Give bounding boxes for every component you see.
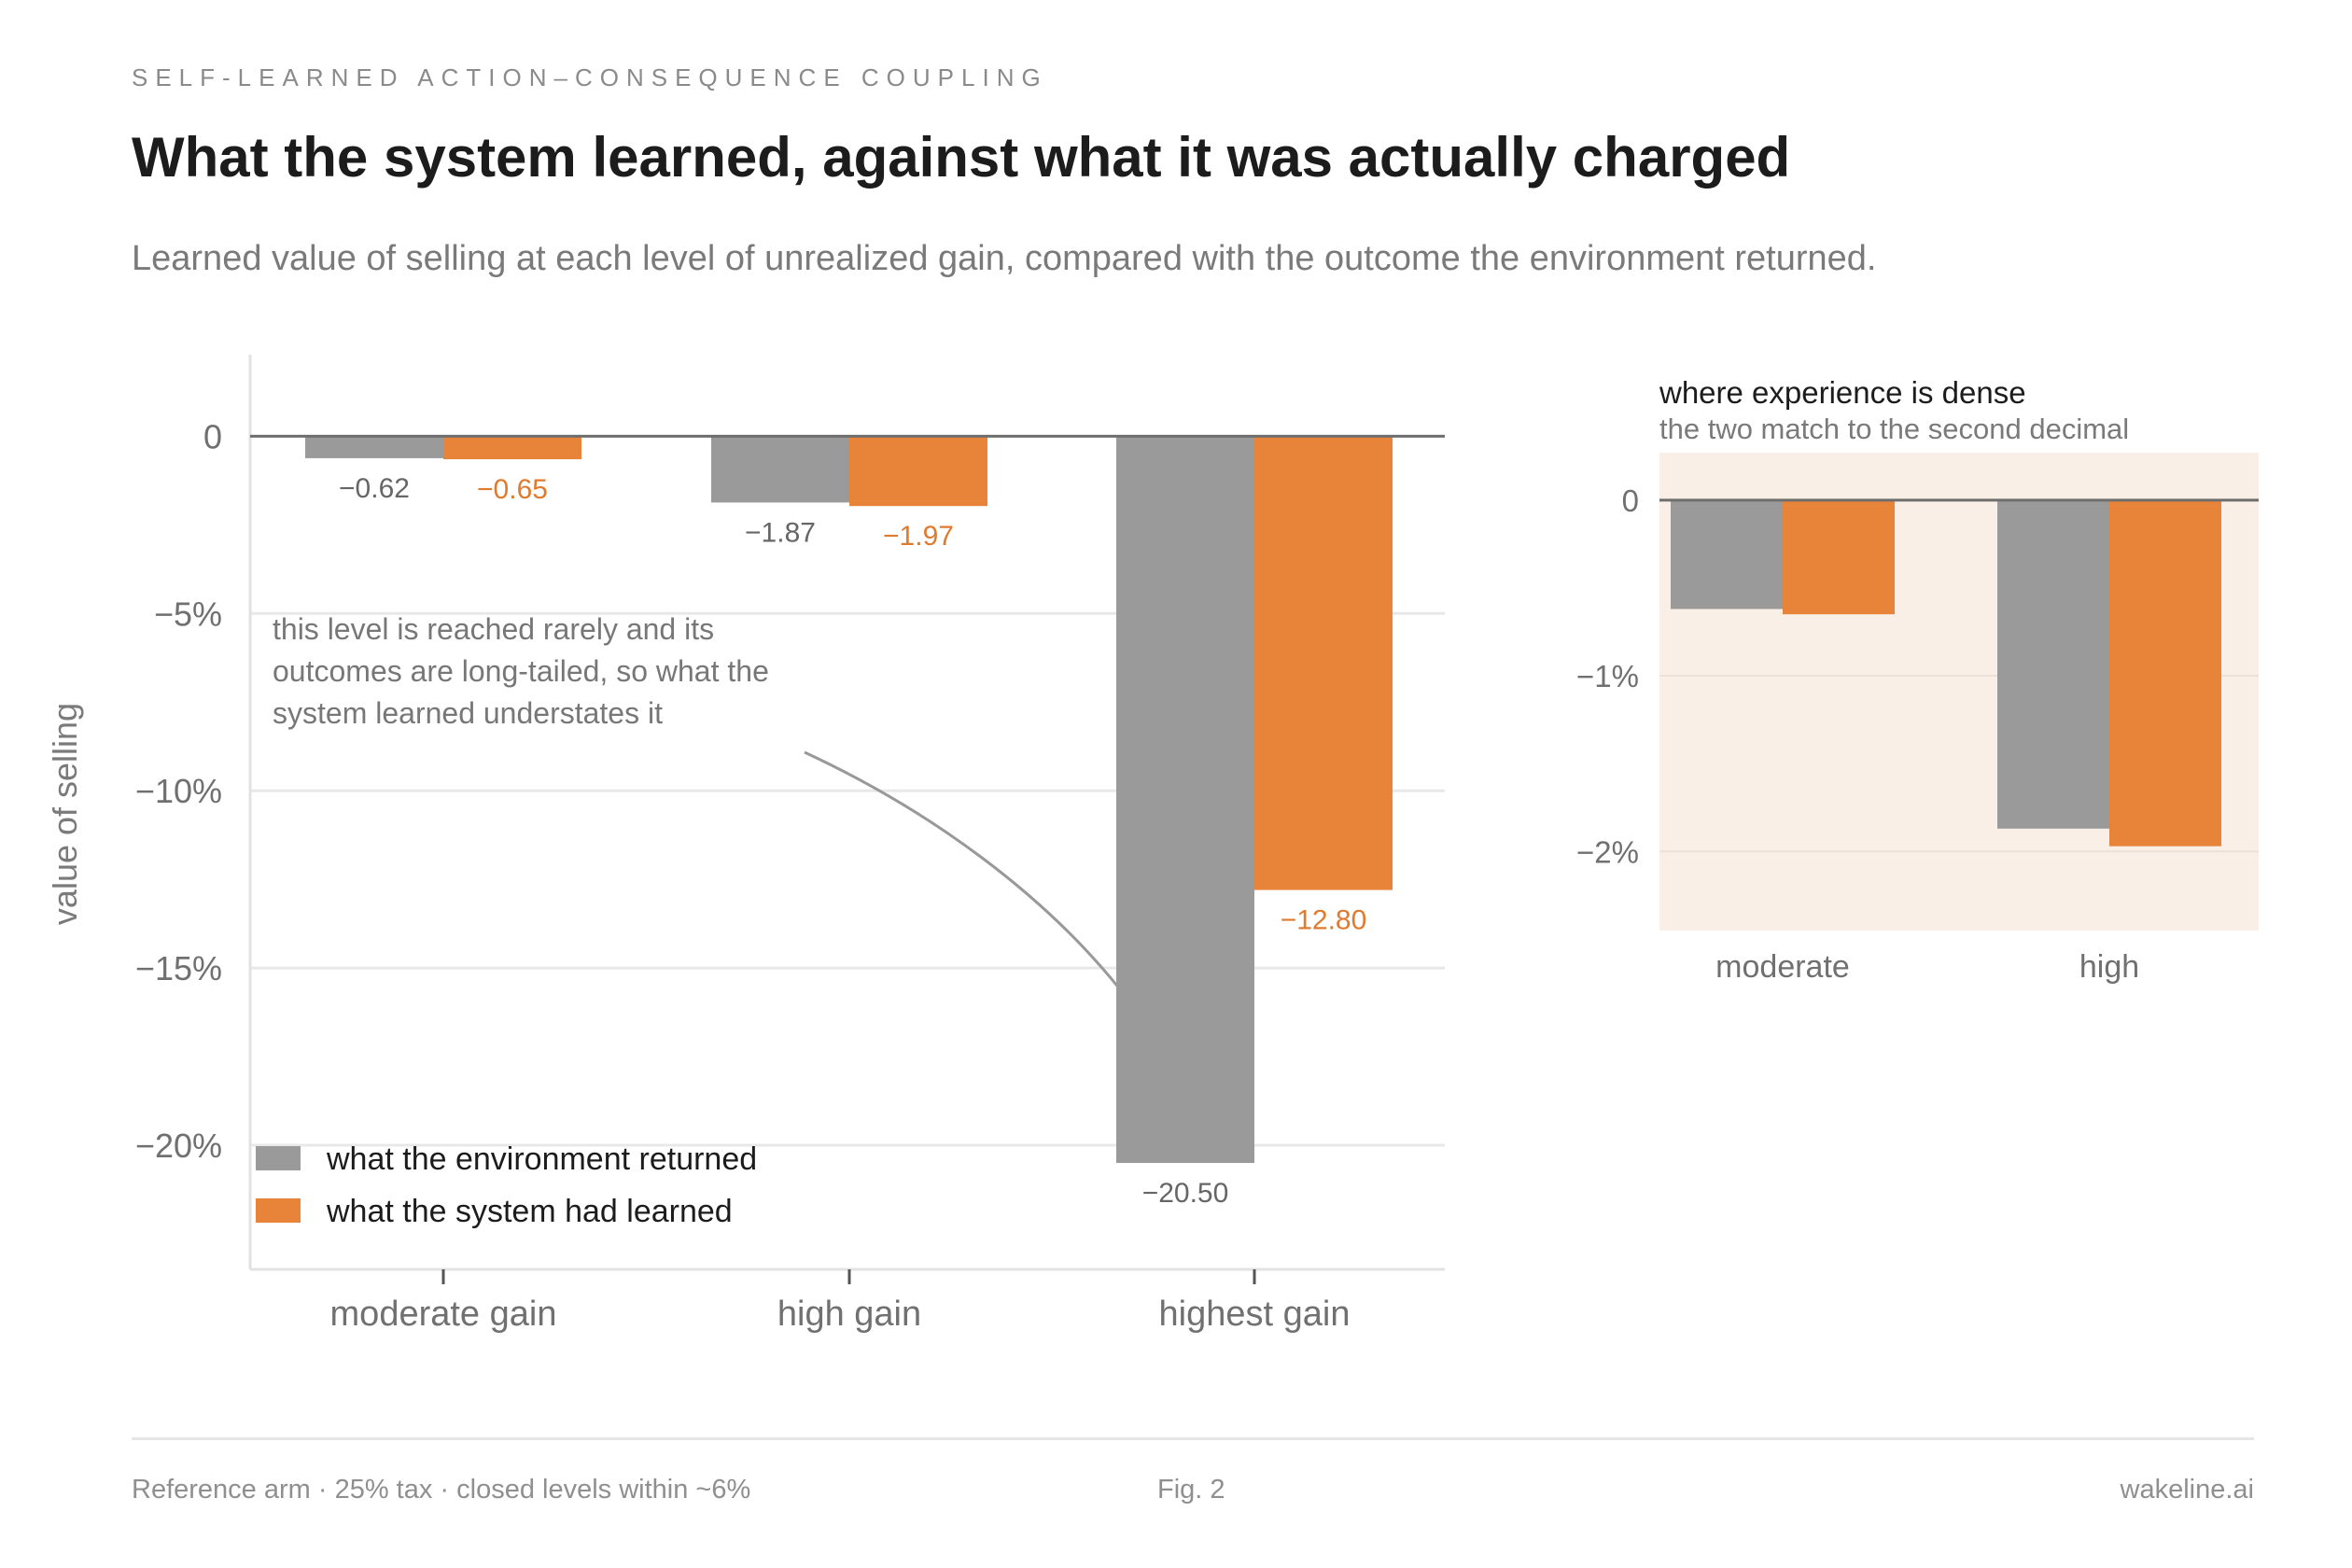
chart-subtitle: Learned value of selling at each level o… (132, 239, 1877, 278)
footer-divider (132, 1437, 2254, 1440)
bar-learned (1254, 436, 1393, 890)
data-label-learned: −12.80 (1281, 905, 1367, 936)
inset-x-tick-label: high (2079, 949, 2139, 985)
inset-y-tick-label: −1% (1576, 659, 1639, 693)
annotation-leader-line (804, 750, 1122, 990)
bar-environment (711, 436, 849, 503)
legend-label-environment: what the environment returned (326, 1141, 757, 1177)
x-tick-label: moderate gain (330, 1295, 557, 1334)
bar-environment (1116, 436, 1254, 1164)
bar-environment (305, 436, 443, 458)
bar-learned (443, 436, 581, 460)
main-labels: −0.62 −0.65 −1.87 −1.97 −20.50 −12.80 (339, 473, 1366, 1209)
annotation-text: this level is reached rarely and its out… (273, 612, 777, 730)
y-axis-label: value of selling (46, 703, 84, 925)
legend-swatch-environment (256, 1146, 301, 1170)
legend-swatch-learned (256, 1198, 301, 1223)
inset-chart: where experience is dense the two match … (1576, 375, 2259, 985)
y-tick-label: −5% (154, 595, 222, 633)
data-label-environment: −20.50 (1142, 1178, 1229, 1209)
inset-subtitle: the two match to the second decimal (1659, 413, 2129, 445)
inset-y-tick-label: 0 (1622, 483, 1639, 518)
legend-label-learned: what the system had learned (326, 1194, 733, 1229)
data-label-learned: −0.65 (477, 474, 548, 505)
main-chart: 0 −5% −10% −15% −20% moderate gain high gain hi… (46, 355, 1445, 1334)
data-label-learned: −1.97 (883, 521, 954, 552)
y-tick-label: −20% (135, 1127, 222, 1165)
chart-title: What the system learned, against what it… (132, 126, 1791, 189)
inset-axes: 0 −1% −2% moderate high (1576, 483, 2259, 985)
inset-x-tick-label: moderate (1715, 949, 1850, 985)
y-tick-label: −10% (135, 772, 222, 810)
inset-y-tick-label: −2% (1576, 834, 1639, 869)
x-tick-label: high gain (777, 1295, 921, 1334)
data-label-environment: −0.62 (339, 473, 410, 504)
legend: what the environment returned what the s… (256, 1141, 757, 1229)
footer-note: Reference arm · 25% tax · closed levels … (132, 1475, 751, 1505)
main-bars (305, 436, 1393, 1164)
inset-bars (1671, 499, 2221, 847)
x-tick-label: highest gain (1159, 1295, 1351, 1334)
y-tick-label: 0 (203, 417, 222, 455)
figure-number: Fig. 2 (1157, 1475, 1225, 1505)
bar-learned (849, 436, 987, 507)
inset-bar-learned (1783, 499, 1895, 615)
main-axes: 0 −5% −10% −15% −20% moderate gain high gain hi… (135, 355, 1445, 1334)
data-label-environment: −1.87 (745, 517, 816, 548)
inset-bar-environment (1671, 499, 1783, 609)
kicker: SELF-LEARNED ACTION–CONSEQUENCE COUPLING (132, 63, 1048, 91)
inset-title: where experience is dense (1659, 375, 2026, 410)
y-tick-label: −15% (135, 949, 222, 987)
footer-brand: wakeline.ai (2120, 1475, 2254, 1505)
inset-bar-learned (2109, 499, 2221, 847)
inset-bar-environment (1997, 499, 2109, 829)
